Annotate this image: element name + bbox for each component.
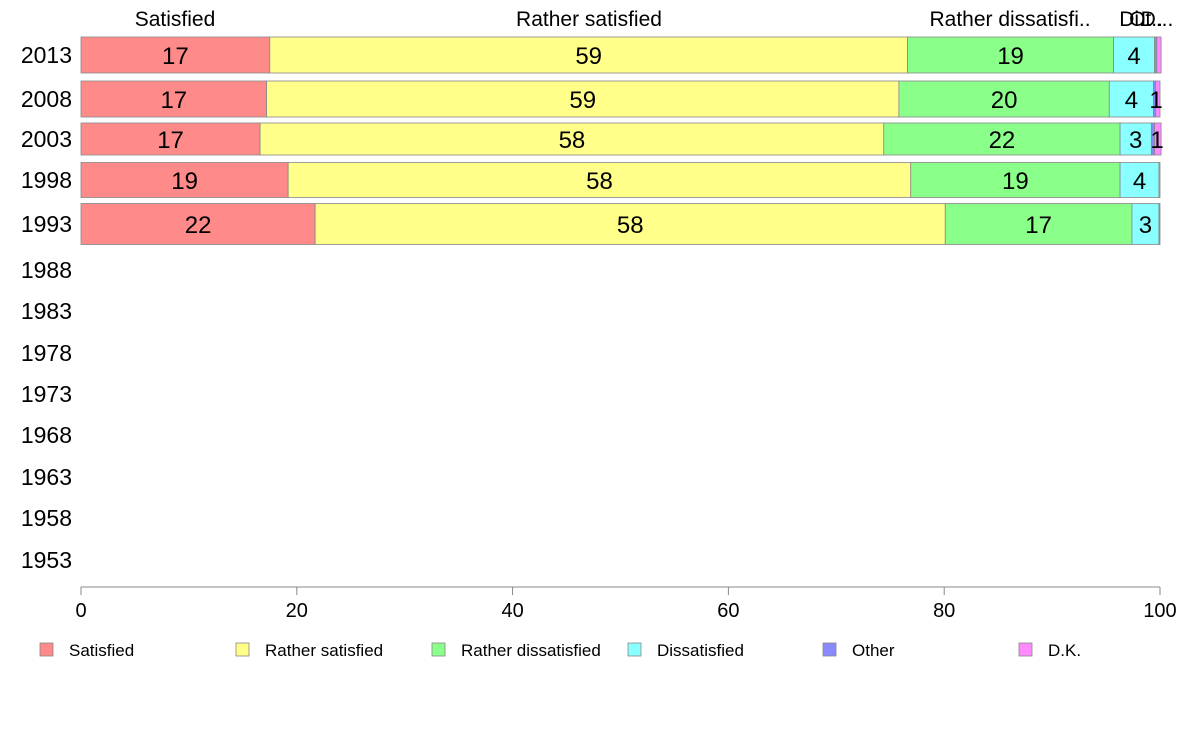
x-tick-label-100: 100 <box>1143 600 1176 622</box>
data-label-2008-rather-satisfied: 59 <box>569 87 596 114</box>
bar-1993-rather-dissatisfied <box>944 203 1133 245</box>
bar-1993-other <box>1158 203 1161 245</box>
data-label-2008-dissatisfied: 4 <box>1125 87 1138 114</box>
data-label-2003-rather-dissatisfied: 22 <box>989 127 1016 154</box>
data-label-2008-d-k-: 1 <box>1149 87 1162 114</box>
bar-2008-d-k- <box>1155 80 1161 118</box>
x-axis: 0 20 40 60 80 100 <box>75 586 1177 622</box>
column-header-2: Rather satisfied <box>516 8 662 31</box>
bar-2008-rather-dissatisfied <box>898 80 1110 118</box>
column-header-3: Rather dissatisfi.. <box>929 8 1090 31</box>
x-tick-label-40: 40 <box>501 600 523 622</box>
bar-2003-satisfied <box>80 122 261 156</box>
legend-label-d-k-: D.K. <box>1048 641 1081 660</box>
y-tick-label-1993: 1993 <box>21 211 72 237</box>
bar-1998-dissatisfied <box>1119 162 1160 198</box>
data-label-2008-rather-dissatisfied: 20 <box>991 87 1018 114</box>
bar-2003-d-k- <box>1154 122 1162 156</box>
column-header-4: Di.. <box>1119 8 1151 31</box>
x-tick-label-20: 20 <box>286 600 308 622</box>
bar-2013-rather-dissatisfied <box>907 36 1115 74</box>
bar-2013-d-k- <box>1156 36 1162 74</box>
data-label-1998-satisfied: 19 <box>171 168 198 195</box>
legend-swatch-dissatisfied <box>627 642 642 657</box>
data-label-1993-satisfied: 22 <box>185 212 212 239</box>
legend-label-rather-satisfied: Rather satisfied <box>265 641 383 660</box>
column-header-5: Ot.. <box>1129 8 1163 31</box>
legend-swatch-satisfied <box>39 642 54 657</box>
y-tick-label-1973: 1973 <box>21 381 72 407</box>
y-tick-label-1958: 1958 <box>21 505 72 531</box>
y-tick-label-1968: 1968 <box>21 422 72 448</box>
data-label-2003-d-k-: 1 <box>1150 127 1163 154</box>
data-label-2003-rather-satisfied: 58 <box>559 127 586 154</box>
y-tick-label-1953: 1953 <box>21 547 72 573</box>
bar-1998-rather-satisfied <box>287 162 912 198</box>
bar-2008-satisfied <box>80 80 267 118</box>
legend: Satisfied Rather satisfied Rather dissatis… <box>39 641 1081 660</box>
bar-1998-satisfied <box>80 162 289 198</box>
legend-label-other: Other <box>852 641 895 660</box>
y-tick-label-1963: 1963 <box>21 464 72 490</box>
bar-2003-rather-satisfied <box>259 122 885 156</box>
data-label-1998-rather-satisfied: 58 <box>586 168 613 195</box>
legend-swatch-d-k- <box>1018 642 1033 657</box>
bar-2003-dissatisfied <box>1119 122 1152 156</box>
y-tick-label-1998: 1998 <box>21 167 72 193</box>
legend-swatch-rather-satisfied <box>235 642 250 657</box>
data-label-1998-rather-dissatisfied: 19 <box>1002 168 1029 195</box>
legend-label-satisfied: Satisfied <box>69 641 134 660</box>
data-label-2013-satisfied: 17 <box>162 43 189 70</box>
column-header-1: Satisfied <box>135 8 216 31</box>
y-tick-label-1978: 1978 <box>21 340 72 366</box>
legend-label-rather-dissatisfied: Rather dissatisfied <box>461 641 601 660</box>
bar-2003-rather-dissatisfied <box>883 122 1121 156</box>
bar-area: 17 59 19 417 59 20 4 117 58 22 3 119 58 19 422 58 17 3 <box>80 36 1164 245</box>
y-tick-label-2003: 2003 <box>21 126 72 152</box>
x-tick-label-0: 0 <box>75 600 86 622</box>
column-header-6: D... <box>1141 8 1174 31</box>
data-label-2013-rather-satisfied: 59 <box>575 43 602 70</box>
bar-1998-d-k- <box>1158 162 1161 198</box>
bar-2008-rather-satisfied <box>266 80 900 118</box>
data-label-2008-satisfied: 17 <box>160 87 187 114</box>
y-tick-label-1983: 1983 <box>21 298 72 324</box>
bar-2013-satisfied <box>80 36 271 74</box>
data-label-2003-dissatisfied: 3 <box>1129 127 1142 154</box>
column-headers: Satisfied Rather satisfied Rather dissatis… <box>135 8 1174 31</box>
bar-1993-dissatisfied <box>1131 203 1160 245</box>
legend-swatch-rather-dissatisfied <box>431 642 446 657</box>
y-tick-label-2013: 2013 <box>21 42 72 68</box>
y-tick-label-2008: 2008 <box>21 86 72 112</box>
bar-1993-rather-satisfied <box>314 203 946 245</box>
data-label-2013-dissatisfied: 4 <box>1127 43 1140 70</box>
legend-swatch-other <box>822 642 837 657</box>
bar-1998-rather-dissatisfied <box>910 162 1121 198</box>
data-label-1998-dissatisfied: 4 <box>1133 168 1146 195</box>
y-axis: 2013 2008 2003 1998 1993 1988 1983 1978 1973 1968… <box>21 42 72 573</box>
bar-2013-dissatisfied <box>1113 36 1156 74</box>
data-label-2013-rather-dissatisfied: 19 <box>997 43 1024 70</box>
data-label-2003-satisfied: 17 <box>157 127 184 154</box>
x-tick-label-80: 80 <box>933 600 955 622</box>
data-label-1993-rather-dissatisfied: 17 <box>1025 212 1052 239</box>
legend-label-dissatisfied: Dissatisfied <box>657 641 744 660</box>
data-label-1993-rather-satisfied: 58 <box>617 212 644 239</box>
x-tick-label-60: 60 <box>717 600 739 622</box>
bar-1993-satisfied <box>80 203 316 245</box>
data-label-1993-dissatisfied: 3 <box>1139 212 1152 239</box>
y-tick-label-1988: 1988 <box>21 257 72 283</box>
